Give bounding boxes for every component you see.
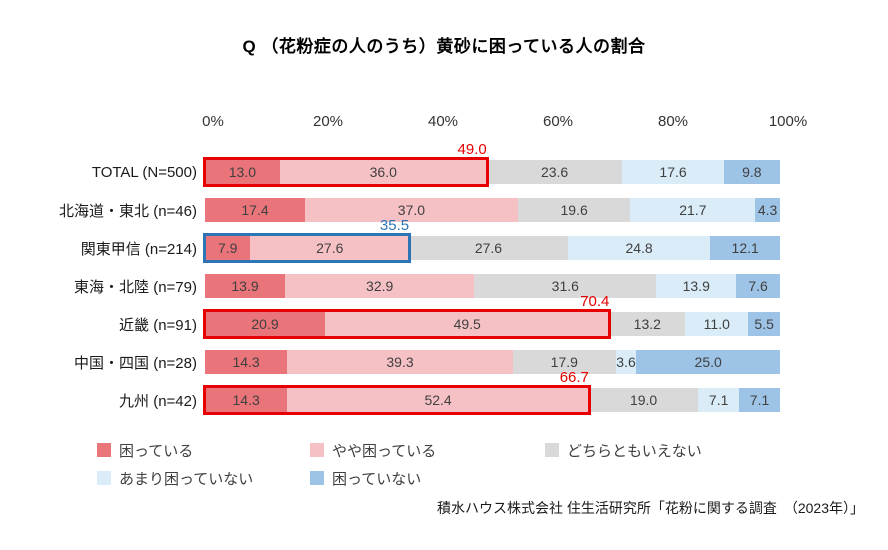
chart-row: 中国・四国 (n=28) 14.3 39.3 17.9 3.6 25.0 xyxy=(0,343,888,381)
highlight-value: 49.0 xyxy=(457,141,487,158)
bar-segment: 13.0 xyxy=(205,160,280,184)
legend-label: どちらともいえない xyxy=(567,442,702,460)
bar-segment: 3.6 xyxy=(615,350,637,374)
bar-segment: 13.9 xyxy=(656,274,737,298)
bar: 14.3 52.4 19.0 7.1 7.1 66.7 xyxy=(203,369,780,415)
bar-segment: 36.0 xyxy=(279,160,487,184)
stacked-bar: 17.4 37.0 19.6 21.7 4.3 xyxy=(205,198,780,222)
bar-segment: 20.9 xyxy=(205,312,326,336)
row-label: 近畿 (n=91) xyxy=(119,316,197,334)
bar: 13.0 36.0 23.6 17.6 9.8 49.0 xyxy=(203,141,780,187)
bar-segment: 19.6 xyxy=(517,198,631,222)
stacked-bar: 14.3 39.3 17.9 3.6 25.0 xyxy=(205,350,780,374)
bar: 13.9 32.9 31.6 13.9 7.6 xyxy=(205,274,780,298)
legend-swatch xyxy=(310,471,324,485)
legend-swatch xyxy=(97,443,111,457)
source-note: 積水ハウス株式会社 住生活研究所「花粉に関する調査 （2023年）」 xyxy=(436,500,864,516)
legend-swatch xyxy=(97,471,111,485)
stacked-bar: 13.0 36.0 23.6 17.6 9.8 xyxy=(205,160,780,184)
stacked-bar: 13.9 32.9 31.6 13.9 7.6 xyxy=(205,274,780,298)
bar-segment: 13.9 xyxy=(205,274,285,298)
x-axis-tick: 60% xyxy=(542,113,574,130)
legend-row-1: 困っている やや困っている どちらともいえない xyxy=(97,436,857,464)
stacked-bar: 20.9 49.5 13.2 11.0 5.5 xyxy=(205,312,780,336)
legend-item: やや困っている xyxy=(310,440,545,461)
bar-segment: 14.3 xyxy=(205,388,288,412)
legend-label: やや困っている xyxy=(332,442,437,460)
legend-item: 困っていない xyxy=(310,468,545,489)
x-axis-tick: 0% xyxy=(202,113,224,130)
bar-segment: 9.8 xyxy=(723,160,780,184)
legend-label: 困っていない xyxy=(332,470,422,488)
highlight-value: 70.4 xyxy=(580,293,610,310)
x-axis: 0% 20% 40% 60% 80% 100% xyxy=(202,113,807,135)
bar-segment: 17.9 xyxy=(512,350,616,374)
x-axis-tick: 100% xyxy=(768,113,808,130)
row-label: 東海・北陸 (n=79) xyxy=(74,278,197,296)
bar-segment: 32.9 xyxy=(285,274,475,298)
bar-segment: 49.5 xyxy=(325,312,610,336)
highlight-value: 35.5 xyxy=(379,217,410,234)
bar-segment: 13.2 xyxy=(609,312,686,336)
x-axis-tick: 80% xyxy=(657,113,689,130)
bar-segment: 7.6 xyxy=(736,274,780,298)
bar-segment: 17.6 xyxy=(622,160,724,184)
legend-label: あまり困っていない xyxy=(119,470,254,488)
bar-segment: 52.4 xyxy=(287,388,589,412)
row-label: TOTAL (N=500) xyxy=(91,163,197,181)
legend-row-2: あまり困っていない 困っていない xyxy=(97,464,857,492)
legend-item: どちらともいえない xyxy=(545,440,702,461)
row-label: 九州 (n=42) xyxy=(119,392,197,410)
bar-segment: 17.4 xyxy=(205,198,306,222)
bar-segment: 7.1 xyxy=(698,388,740,412)
bar-segment: 11.0 xyxy=(685,312,749,336)
stacked-bar: 14.3 52.4 19.0 7.1 7.1 xyxy=(205,388,780,412)
legend-label: 困っている xyxy=(119,442,194,460)
chart-row: TOTAL (N=500) 13.0 36.0 23.6 17.6 9.8 49.0 xyxy=(0,141,888,191)
x-axis-tick: 40% xyxy=(427,113,459,130)
bar-segment: 12.1 xyxy=(710,236,780,260)
bar-segment: 7.9 xyxy=(205,236,251,260)
bar-segment: 39.3 xyxy=(287,350,513,374)
legend-item: あまり困っていない xyxy=(97,468,310,489)
bar-segment: 21.7 xyxy=(630,198,756,222)
bar-segment: 25.0 xyxy=(636,350,780,374)
bar-segment: 23.6 xyxy=(486,160,623,184)
bar-segment: 27.6 xyxy=(409,236,568,260)
bar-segment: 19.0 xyxy=(588,388,699,412)
bar-segment: 27.6 xyxy=(250,236,410,260)
bar-segment: 24.8 xyxy=(567,236,711,260)
chart-row: 北海道・東北 (n=46) 17.4 37.0 19.6 21.7 4.3 xyxy=(0,191,888,229)
legend: 困っている やや困っている どちらともいえない あまり困っていない 困っていない xyxy=(97,436,857,492)
highlight-value: 66.7 xyxy=(559,369,589,386)
legend-item: 困っている xyxy=(97,440,310,461)
bar: 14.3 39.3 17.9 3.6 25.0 xyxy=(205,350,780,374)
bar: 20.9 49.5 13.2 11.0 5.5 70.4 xyxy=(203,293,780,339)
bar-segment: 5.5 xyxy=(748,312,780,336)
bar-segment: 7.1 xyxy=(739,388,780,412)
chart-rows: TOTAL (N=500) 13.0 36.0 23.6 17.6 9.8 49.0 北海道・… xyxy=(0,141,888,419)
row-label: 北海道・東北 (n=46) xyxy=(59,202,197,220)
legend-swatch xyxy=(545,443,559,457)
x-axis-tick: 20% xyxy=(312,113,344,130)
row-label: 関東甲信 (n=214) xyxy=(80,240,197,258)
stacked-bar: 7.9 27.6 27.6 24.8 12.1 xyxy=(205,236,780,260)
bar-segment: 37.0 xyxy=(305,198,518,222)
bar: 7.9 27.6 27.6 24.8 12.1 35.5 xyxy=(203,217,780,263)
bar: 17.4 37.0 19.6 21.7 4.3 xyxy=(205,198,780,222)
chart-row: 東海・北陸 (n=79) 13.9 32.9 31.6 13.9 7.6 xyxy=(0,267,888,305)
bar-segment: 4.3 xyxy=(755,198,780,222)
chart-row: 関東甲信 (n=214) 7.9 27.6 27.6 24.8 12.1 35.5 xyxy=(0,217,888,267)
chart-row: 九州 (n=42) 14.3 52.4 19.0 7.1 7.1 66.7 xyxy=(0,369,888,419)
legend-swatch xyxy=(310,443,324,457)
chart-title: Q （花粉症の人のうち）黄砂に困っている人の割合 xyxy=(242,37,646,56)
row-label: 中国・四国 (n=28) xyxy=(74,354,197,372)
bar-segment: 31.6 xyxy=(474,274,657,298)
chart-row: 近畿 (n=91) 20.9 49.5 13.2 11.0 5.5 70.4 xyxy=(0,293,888,343)
bar-segment: 14.3 xyxy=(205,350,288,374)
